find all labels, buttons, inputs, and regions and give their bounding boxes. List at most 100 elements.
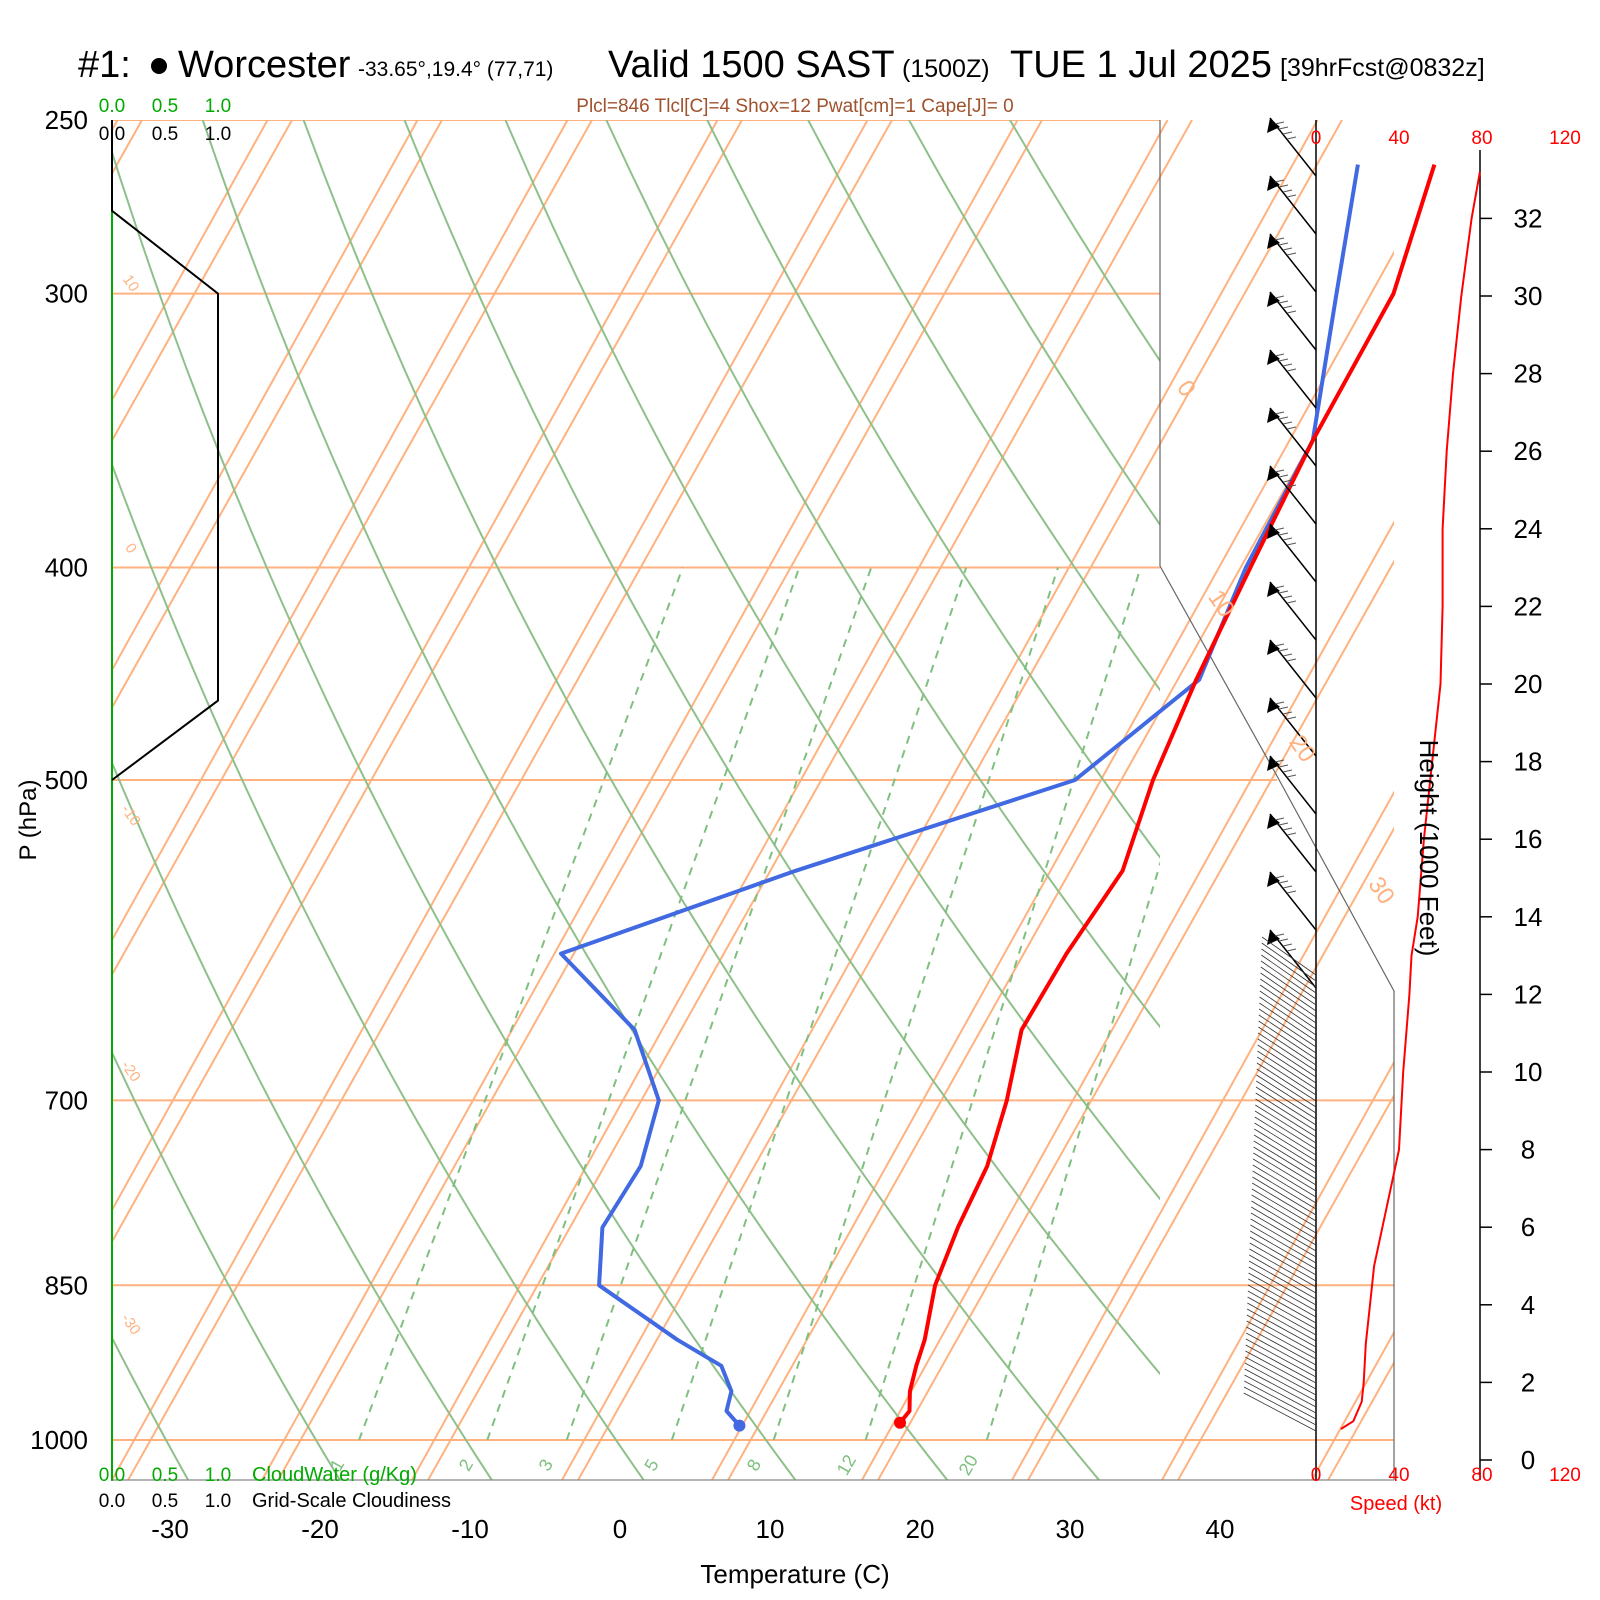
wind-barb-feather (1278, 938, 1289, 942)
wind-barb-staff (1255, 1092, 1317, 1132)
wind-barb-feather (1286, 832, 1297, 836)
speed-tick-label: 120 (1549, 1465, 1581, 1486)
isotherm-line (112, 120, 569, 943)
wind-barb-staff (1259, 990, 1317, 1030)
wind-barb-feather (1274, 353, 1285, 357)
isotherm-line (277, 120, 1043, 1480)
wind-barb-feather (1274, 585, 1285, 589)
wind-barb-staff (1252, 1176, 1317, 1216)
wind-barb-feather (1274, 933, 1285, 937)
wind-barb-flag (1267, 872, 1280, 887)
wind-barb-staff (1249, 1254, 1317, 1294)
wind-barb-feather (1274, 817, 1285, 821)
wind-barb-staff (1243, 1386, 1317, 1426)
wind-barb-staff (1248, 1260, 1317, 1300)
pressure-tick-label: 850 (45, 1270, 88, 1300)
dry-adiabat-line (201, 120, 949, 1480)
wind-barb-staff (1247, 1302, 1317, 1342)
wind-barb-flag (1267, 292, 1280, 307)
wind-barb-feather (1282, 247, 1293, 251)
cloudiness-scale-label: 0.0 (99, 1491, 125, 1512)
cloudwater-scale-label: 0.5 (152, 1465, 178, 1486)
isotherm-line (561, 120, 1319, 1480)
wind-barb-staff (1254, 1110, 1317, 1150)
wind-barb-feather (1278, 300, 1289, 304)
wind-barb-flag (1267, 466, 1280, 481)
wind-barb-staff (1247, 1284, 1317, 1324)
wind-barb-staff (1260, 978, 1317, 1018)
speed-axis-label: Speed (kt) (1350, 1493, 1442, 1515)
wind-barb-flag (1267, 698, 1280, 713)
wind-barb-staff (1257, 1044, 1317, 1084)
plot-right-edge (1159, 120, 1395, 1480)
wind-barb-feather (1286, 658, 1297, 662)
height-tick-label: 4 (1521, 1290, 1535, 1320)
mixing-ratio-line (358, 567, 684, 1441)
isotherm-line (877, 559, 1394, 1480)
indices-line: Plcl=846 Tlcl[C]=4 Shox=12 Pwat[cm]=1 Ca… (576, 96, 1013, 117)
wind-barb-staff (1253, 1146, 1317, 1186)
wind-barb-staff (1253, 1134, 1317, 1174)
x-axis-title: Temperature (C) (700, 1559, 889, 1589)
title-valid-time: Valid 1500 SAST (608, 44, 895, 86)
wind-barb-staff (1255, 1098, 1317, 1138)
wind-barb-feather (1278, 532, 1289, 536)
wind-barb-staff (1245, 1356, 1317, 1396)
isotherm-line (1462, 120, 1600, 1480)
height-tick-label: 16 (1514, 824, 1543, 854)
mixing-ratio-label: 8 (743, 1456, 765, 1475)
wind-barb-staff (1250, 1218, 1317, 1258)
wind-barb-feather (1274, 701, 1285, 705)
cloudiness-scale-label: 0.0 (99, 124, 125, 145)
wind-barb-staff (1251, 1194, 1317, 1234)
dry-adiabat-line (605, 120, 1160, 1029)
wind-barb-flag (1267, 524, 1280, 539)
height-tick-label: 20 (1514, 669, 1543, 699)
temperature-tick-label: 40 (1206, 1514, 1235, 1544)
mixing-ratio-label: 3 (535, 1456, 557, 1475)
wind-barb-staff (1261, 942, 1317, 982)
isotherm-line (112, 120, 419, 673)
pressure-tick-label: 300 (45, 279, 88, 309)
mixing-ratio-line (864, 567, 1142, 1441)
sounding-profiles (559, 163, 1437, 1432)
pressure-tick-label: 400 (45, 553, 88, 583)
wind-barb-feather (1282, 421, 1293, 425)
wind-barb-feather (1278, 242, 1289, 246)
isotherm-grid (112, 120, 1600, 1480)
speed-tick-label: 0 (1311, 128, 1322, 149)
wind-barb-feather (1278, 416, 1289, 420)
wind-barb-feather (1278, 184, 1289, 188)
isotherm-line (112, 120, 593, 977)
wind-barb-flag (1267, 350, 1280, 365)
temperature-profile (898, 163, 1437, 1424)
wind-barb-staff (1251, 1188, 1317, 1228)
wind-barb-staff (1246, 1326, 1317, 1366)
wind-barb-feather (1286, 310, 1297, 314)
speed-tick-label: 40 (1388, 128, 1409, 149)
wind-barb-staff (1248, 1272, 1317, 1312)
isotherm-line (861, 520, 1394, 1480)
height-tick-label: 14 (1514, 902, 1543, 932)
isotherm-label: 0 (121, 540, 140, 557)
wind-barb-staff (1260, 966, 1317, 1006)
wind-barb-feather (1286, 542, 1297, 546)
temperature-tick-label: 30 (1056, 1514, 1085, 1544)
wind-barb-staff (1246, 1308, 1317, 1348)
temperature-tick-label: 0 (613, 1514, 627, 1544)
wind-barb-staff (1244, 1368, 1317, 1408)
wind-barb-feather (1278, 590, 1289, 594)
height-tick-label: 2 (1521, 1367, 1535, 1397)
wind-barb-staff (1254, 1122, 1317, 1162)
speed-tick-label: 40 (1388, 1465, 1409, 1486)
dry-adiabat-line (807, 120, 1160, 692)
station-marker-icon (151, 58, 167, 74)
cloudwater-label: CloudWater (g/Kg) (252, 1464, 417, 1486)
cloudiness-profile (111, 120, 219, 781)
height-tick-label: 24 (1514, 514, 1543, 544)
wind-barb-feather (1282, 537, 1293, 541)
temperature-tick-label: -30 (151, 1514, 189, 1544)
dewpoint-profile (559, 164, 1360, 1427)
wind-barb-staff (1245, 1332, 1317, 1372)
isotherm-label: 10 (119, 272, 142, 295)
